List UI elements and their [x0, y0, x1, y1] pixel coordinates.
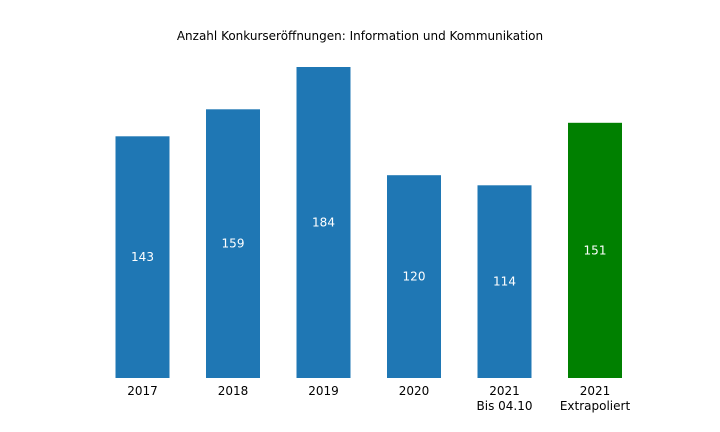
x-tick-label-3: 2020: [399, 384, 430, 398]
x-tick-sublabel-5: Extrapoliert: [560, 399, 631, 413]
data-label-1: 159: [222, 237, 245, 251]
bars-group: [115, 67, 622, 379]
bar-4: [477, 185, 532, 378]
data-label-5: 151: [584, 243, 607, 257]
bar-3: [387, 175, 441, 378]
data-label-0: 143: [131, 250, 154, 264]
data-label-3: 120: [403, 270, 426, 284]
chart-title: Anzahl Konkurseröffnungen: Information u…: [177, 29, 543, 43]
data-label-2: 184: [312, 216, 335, 230]
x-tick-label-0: 2017: [127, 384, 158, 398]
bar-2: [296, 67, 351, 378]
data-labels-group: 143 159 184 120 114 151: [131, 216, 606, 289]
bar-0: [115, 136, 170, 378]
x-tick-label-1: 2018: [218, 384, 249, 398]
x-tick-sublabel-4: Bis 04.10: [477, 399, 533, 413]
data-label-4: 114: [493, 275, 516, 289]
x-tick-label-2: 2019: [308, 384, 339, 398]
x-tick-label-4: 2021: [489, 384, 520, 398]
bar-1: [206, 109, 260, 379]
x-tick-label-5: 2021: [580, 384, 611, 398]
bar-5: [568, 122, 622, 378]
